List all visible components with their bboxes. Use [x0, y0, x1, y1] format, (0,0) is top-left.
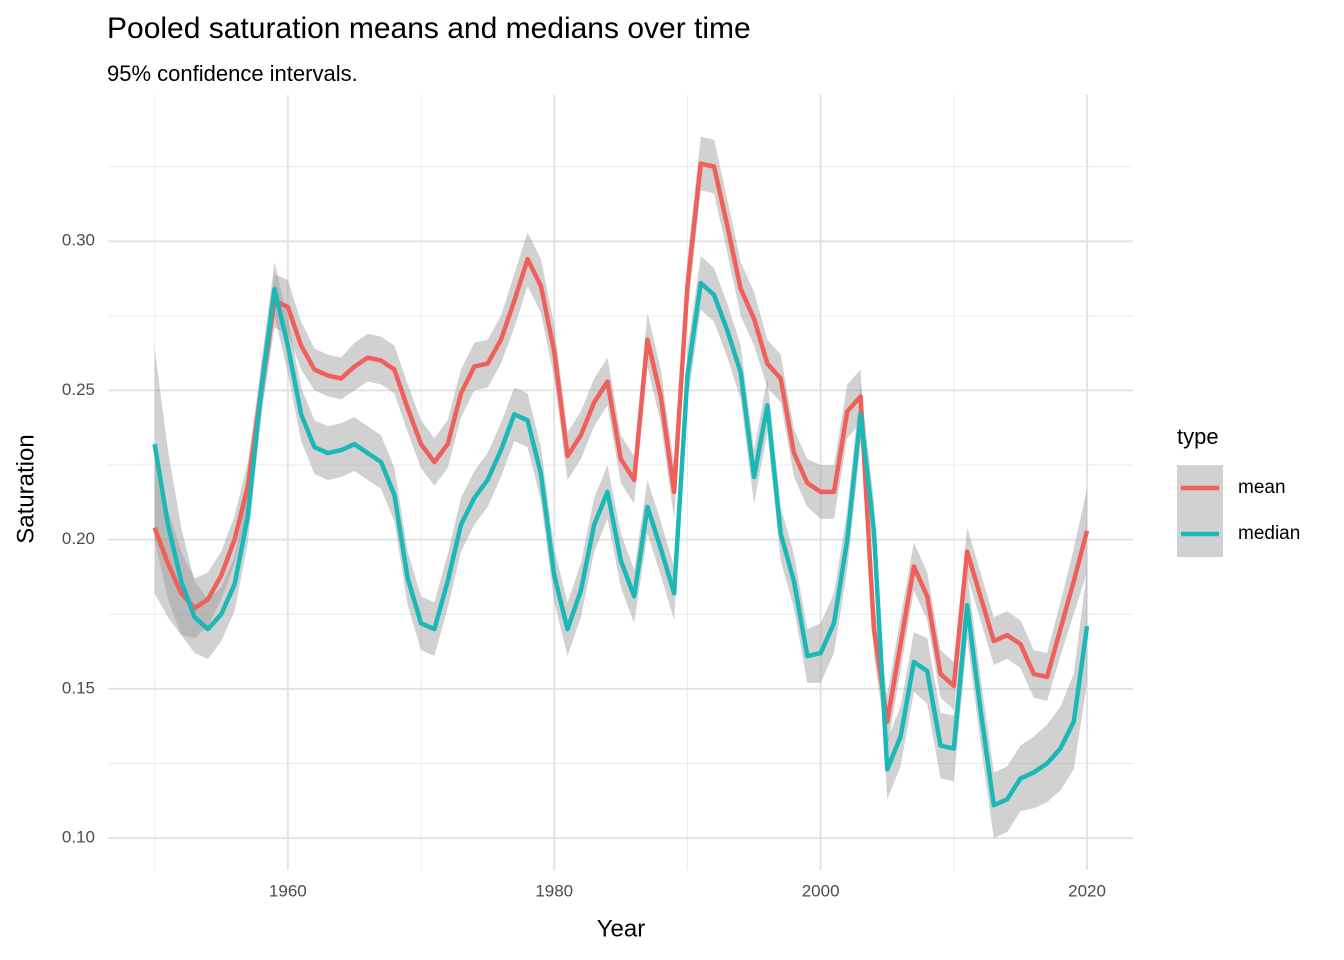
y-tick-label: 0.25: [62, 380, 95, 399]
x-tick-label: 2000: [802, 881, 840, 900]
y-tick-label: 0.15: [62, 678, 95, 697]
x-tick-label: 1960: [269, 881, 307, 900]
y-tick-label: 0.10: [62, 828, 95, 847]
series-line: [152, 280, 1090, 808]
chart-title: Pooled saturation means and medians over…: [107, 12, 751, 45]
series-line: [152, 161, 1090, 724]
x-tick-label: 2020: [1068, 881, 1106, 900]
legend-title: type: [1177, 424, 1219, 449]
y-axis-label: Saturation: [12, 434, 39, 543]
legend-label: mean: [1238, 477, 1286, 498]
x-tick-label: 1980: [535, 881, 573, 900]
chart-subtitle: 95% confidence intervals.: [107, 61, 358, 86]
legend-label: median: [1238, 523, 1300, 544]
confidence-ribbon: [154, 136, 1088, 749]
x-axis-label: Year: [597, 915, 646, 942]
y-tick-label: 0.20: [62, 529, 95, 548]
confidence-ribbon: [154, 256, 1088, 839]
y-tick-label: 0.30: [62, 231, 95, 250]
